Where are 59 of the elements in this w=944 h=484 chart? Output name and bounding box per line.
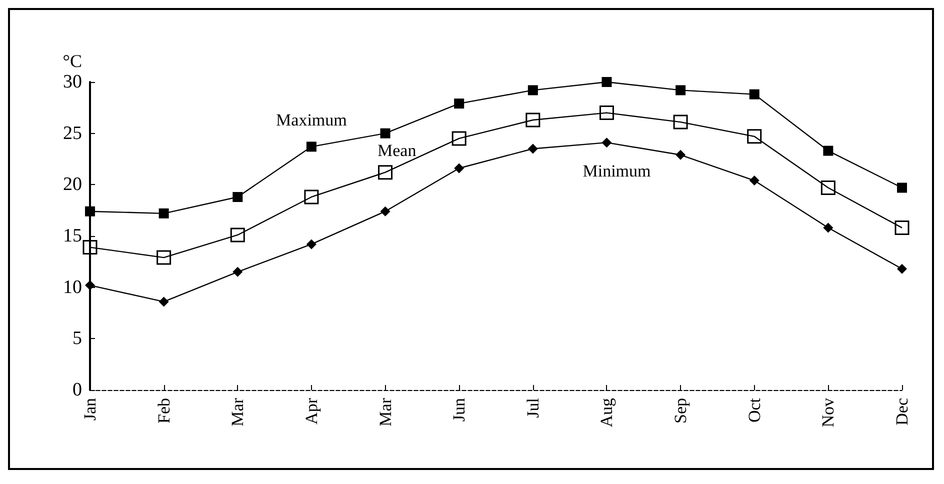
x-tick-label: Oct — [744, 398, 764, 423]
x-tick-label: Sep — [671, 398, 690, 424]
point — [528, 144, 538, 154]
point — [306, 142, 316, 152]
point — [820, 180, 836, 195]
point — [232, 266, 243, 277]
point — [749, 176, 760, 186]
point — [528, 85, 538, 96]
y-tick-label: 30 — [63, 72, 82, 92]
x-tick-label: Aug — [597, 398, 616, 428]
point — [747, 129, 762, 144]
point — [85, 280, 95, 290]
y-tick-label: 5 — [72, 328, 82, 350]
y-tick-label: 15 — [63, 226, 82, 246]
point — [602, 77, 612, 87]
point — [749, 89, 760, 100]
point — [897, 182, 907, 193]
point — [82, 240, 98, 255]
point — [85, 206, 95, 216]
x-tick-label: Mar — [228, 398, 248, 426]
y-tick-label: 25 — [63, 122, 82, 144]
point — [380, 206, 390, 216]
point — [454, 98, 464, 109]
point — [676, 85, 686, 96]
point — [894, 220, 910, 236]
x-tick-label: Apr — [302, 398, 321, 424]
point — [230, 228, 245, 242]
y-tick-label: 20 — [63, 174, 82, 196]
point — [452, 131, 466, 146]
point — [823, 222, 834, 233]
point — [378, 165, 393, 180]
point — [380, 128, 390, 138]
point — [454, 163, 464, 174]
point — [676, 150, 686, 160]
point — [306, 239, 316, 250]
point — [156, 250, 172, 265]
point — [158, 208, 169, 218]
y-tick-label: 10 — [63, 276, 82, 298]
x-tick-label: Jan — [80, 398, 100, 421]
point — [602, 138, 612, 148]
point — [599, 106, 614, 120]
point — [823, 146, 834, 156]
y-axis-title: °C — [62, 51, 82, 71]
point — [158, 296, 169, 307]
series-label: Minimum — [582, 162, 651, 181]
x-tick-label: Jun — [450, 398, 469, 422]
point — [526, 112, 540, 128]
x-tick-label: Nov — [818, 398, 838, 428]
point — [673, 114, 688, 130]
point — [304, 190, 319, 204]
x-tick-label: Mar — [376, 398, 395, 426]
x-tick-label: Jul — [523, 398, 542, 418]
series-label: Mean — [378, 140, 417, 160]
point — [897, 264, 907, 274]
x-tick-label: Feb — [154, 398, 174, 424]
point — [232, 192, 243, 202]
series-label: Maximum — [276, 110, 347, 130]
y-tick-label: 0 — [72, 380, 82, 400]
x-tick-label: Dec — [892, 398, 912, 426]
